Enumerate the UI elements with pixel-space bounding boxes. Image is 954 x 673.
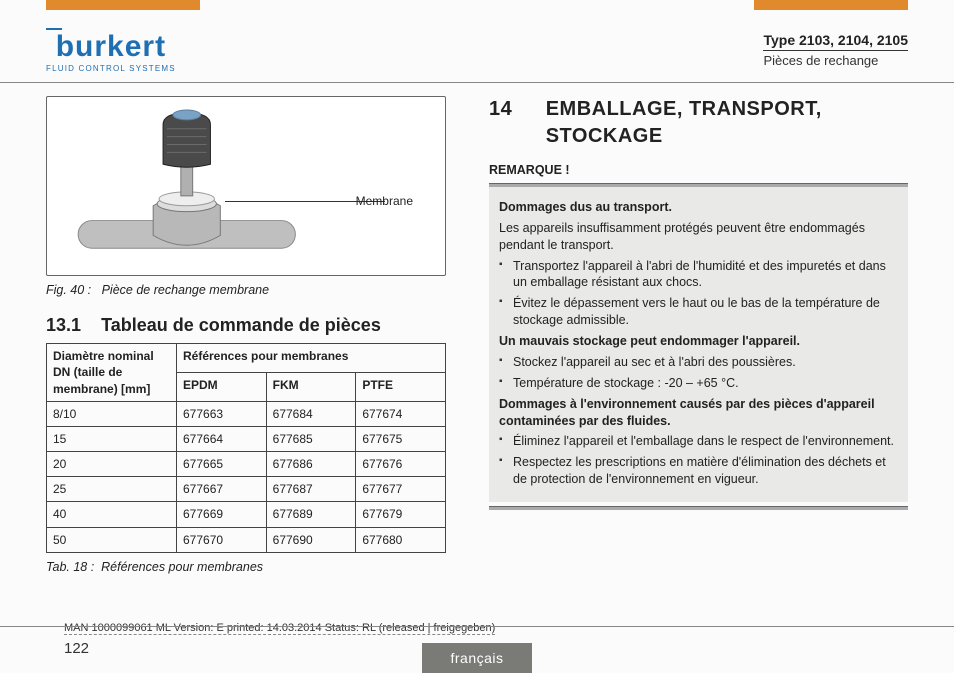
- figure-caption: Fig. 40 : Pièce de rechange membrane: [46, 282, 465, 299]
- footer-divider: [0, 626, 954, 627]
- subcol-epdm: EPDM: [177, 372, 267, 401]
- cell-dn: 40: [47, 502, 177, 527]
- cell-fkm: 677690: [266, 527, 356, 552]
- table-caption: Tab. 18 : Références pour membranes: [46, 559, 465, 576]
- list-item: Transportez l'appareil à l'abri de l'hum…: [499, 258, 898, 292]
- cell-epdm: 677663: [177, 401, 267, 426]
- table-row: 25 677667 677687 677677: [47, 477, 446, 502]
- cell-fkm: 677687: [266, 477, 356, 502]
- table-row: 8/10 677663 677684 677674: [47, 401, 446, 426]
- cell-epdm: 677669: [177, 502, 267, 527]
- cell-ptfe: 677676: [356, 452, 446, 477]
- section-13-1-num: 13.1: [46, 315, 81, 335]
- section-14-num: 14: [489, 96, 522, 150]
- cell-epdm: 677670: [177, 527, 267, 552]
- note-b2-title: Un mauvais stockage peut endommager l'ap…: [499, 334, 800, 348]
- release-line: MAN 1000099061 ML Version: E printed: 14…: [64, 622, 495, 635]
- doc-type-line: Type 2103, 2104, 2105: [763, 32, 908, 51]
- note-b2-list: Stockez l'appareil au sec et à l'abri de…: [499, 354, 898, 392]
- section-14-heading: 14 EMBALLAGE, TRANSPORT, STOCKAGE: [489, 96, 908, 150]
- table-row: 20 677665 677686 677676: [47, 452, 446, 477]
- figure-callout: Membrane: [356, 193, 413, 209]
- figure-caption-prefix: Fig. 40 :: [46, 283, 91, 297]
- parts-table-body: 8/10 677663 677684 677674 15 677664 6776…: [47, 401, 446, 552]
- table-row: 40 677669 677689 677679: [47, 502, 446, 527]
- list-item: Respectez les prescriptions en matière d…: [499, 454, 898, 488]
- brand-logo: burkert FLUID CONTROL SYSTEMS: [46, 32, 176, 73]
- subcol-ptfe: PTFE: [356, 372, 446, 401]
- cell-ptfe: 677677: [356, 477, 446, 502]
- top-accent-bar: [0, 0, 954, 18]
- cell-ptfe: 677680: [356, 527, 446, 552]
- table-row: 15 677664 677685 677675: [47, 426, 446, 451]
- parts-table: Diamètre nominal DN (taille de membrane)…: [46, 343, 446, 553]
- cell-epdm: 677665: [177, 452, 267, 477]
- figure-caption-text: Pièce de rechange membrane: [102, 283, 269, 297]
- list-item: Évitez le dépassement vers le haut ou le…: [499, 295, 898, 329]
- note-box: Dommages dus au transport. Les appareils…: [489, 187, 908, 502]
- page-number: 122: [64, 640, 89, 657]
- table-caption-text: Références pour membranes: [101, 560, 263, 574]
- subcol-fkm: FKM: [266, 372, 356, 401]
- figure-box: Membrane: [46, 96, 446, 276]
- cell-dn: 20: [47, 452, 177, 477]
- cell-dn: 50: [47, 527, 177, 552]
- section-14-title: EMBALLAGE, TRANSPORT, STOCKAGE: [546, 96, 908, 150]
- cell-ptfe: 677679: [356, 502, 446, 527]
- note-bottom-bar: [489, 506, 908, 510]
- cell-ptfe: 677674: [356, 401, 446, 426]
- cell-epdm: 677664: [177, 426, 267, 451]
- cell-dn: 25: [47, 477, 177, 502]
- cell-epdm: 677667: [177, 477, 267, 502]
- col-ref-group: Références pour membranes: [177, 344, 446, 373]
- note-b1-title: Dommages dus au transport.: [499, 200, 672, 214]
- brand-name: burkert: [56, 32, 166, 62]
- table-row: 50 677670 677690 677680: [47, 527, 446, 552]
- table-caption-prefix: Tab. 18 :: [46, 560, 94, 574]
- list-item: Stockez l'appareil au sec et à l'abri de…: [499, 354, 898, 371]
- language-tab: français: [422, 643, 532, 673]
- brand-text: burkert: [56, 30, 166, 63]
- note-b3-title: Dommages à l'environnement causés par de…: [499, 397, 875, 428]
- cell-dn: 15: [47, 426, 177, 451]
- accent-tab-right: [754, 0, 908, 10]
- col-dn: Diamètre nominal DN (taille de membrane)…: [47, 344, 177, 402]
- table-header-row: Diamètre nominal DN (taille de membrane)…: [47, 344, 446, 373]
- cell-fkm: 677686: [266, 452, 356, 477]
- brand-tagline: FLUID CONTROL SYSTEMS: [46, 64, 176, 73]
- note-b1-text: Les appareils insuffisamment protégés pe…: [499, 220, 898, 254]
- cell-fkm: 677685: [266, 426, 356, 451]
- remark-label: REMARQUE !: [489, 162, 908, 179]
- header-divider: [0, 82, 954, 83]
- membrane-figure: [57, 107, 435, 265]
- left-column: Membrane Fig. 40 : Pièce de rechange mem…: [46, 96, 465, 617]
- note-b1-list: Transportez l'appareil à l'abri de l'hum…: [499, 258, 898, 330]
- accent-tab-left: [46, 0, 200, 10]
- cell-fkm: 677689: [266, 502, 356, 527]
- section-13-1-title: Tableau de commande de pièces: [101, 315, 381, 335]
- content-columns: Membrane Fig. 40 : Pièce de rechange mem…: [46, 96, 908, 617]
- note-b3-list: Éliminez l'appareil et l'emballage dans …: [499, 433, 898, 488]
- cell-ptfe: 677675: [356, 426, 446, 451]
- list-item: Température de stockage : -20 – +65 °C.: [499, 375, 898, 392]
- list-item: Éliminez l'appareil et l'emballage dans …: [499, 433, 898, 450]
- page-header: burkert FLUID CONTROL SYSTEMS Type 2103,…: [46, 32, 908, 73]
- right-column: 14 EMBALLAGE, TRANSPORT, STOCKAGE REMARQ…: [489, 96, 908, 617]
- cell-fkm: 677684: [266, 401, 356, 426]
- cell-dn: 8/10: [47, 401, 177, 426]
- section-13-1-heading: 13.1 Tableau de commande de pièces: [46, 313, 465, 337]
- doc-meta: Type 2103, 2104, 2105 Pièces de rechange: [763, 32, 908, 68]
- doc-section: Pièces de rechange: [763, 53, 908, 68]
